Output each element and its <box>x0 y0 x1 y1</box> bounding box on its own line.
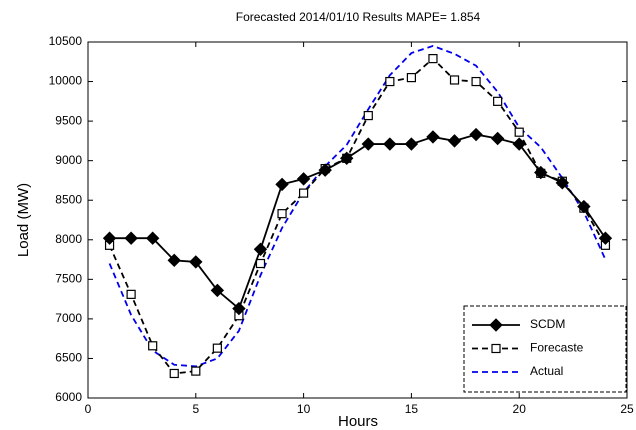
marker <box>555 176 570 190</box>
marker <box>296 172 311 186</box>
y-tick-label: 8500 <box>55 192 82 206</box>
marker <box>514 127 524 137</box>
marker <box>469 127 483 142</box>
marker <box>210 283 225 298</box>
y-tick-label: 10000 <box>49 74 83 88</box>
marker <box>253 242 268 256</box>
legend-marker <box>491 343 501 354</box>
marker <box>340 151 354 166</box>
y-tick-label: 6500 <box>55 351 82 365</box>
y-tick-label: 7000 <box>55 311 82 325</box>
x-tick-label: 10 <box>297 402 311 416</box>
series-line <box>109 133 607 311</box>
marker <box>277 209 287 219</box>
marker <box>385 76 395 87</box>
x-tick-label: 20 <box>513 402 527 416</box>
y-tick-label: 10500 <box>49 34 83 48</box>
x-tick-label: 25 <box>620 402 634 416</box>
legend-marker <box>489 318 503 332</box>
marker <box>148 341 158 351</box>
marker <box>232 301 246 316</box>
marker <box>512 137 526 151</box>
x-tick-label: 0 <box>85 402 92 416</box>
marker <box>275 177 289 192</box>
legend-box <box>463 305 627 393</box>
y-tick-label: 8000 <box>55 232 82 246</box>
marker <box>404 137 419 151</box>
marker <box>534 165 548 180</box>
legend-label: Forecaste <box>530 341 584 355</box>
marker <box>406 72 416 83</box>
y-tick-label: 9000 <box>55 153 82 167</box>
marker <box>471 76 481 87</box>
marker <box>124 231 138 245</box>
marker <box>493 96 503 106</box>
legend-label: Actual <box>530 364 563 378</box>
y-tick-label: 6000 <box>55 390 82 404</box>
legend-label: SCDM <box>530 317 565 331</box>
marker <box>383 137 397 151</box>
marker <box>426 130 440 144</box>
y-tick-label: 7500 <box>55 272 82 286</box>
y-axis-label: Load (MW) <box>15 183 32 257</box>
plot-frame <box>87 41 628 399</box>
y-tick-label: 9500 <box>55 113 82 127</box>
marker <box>299 188 309 198</box>
marker <box>428 54 438 64</box>
marker <box>449 75 460 85</box>
marker <box>255 258 266 269</box>
marker <box>361 137 375 151</box>
x-axis-label: Hours <box>338 413 378 430</box>
marker <box>447 134 462 148</box>
marker <box>212 343 222 353</box>
marker <box>126 289 136 299</box>
marker <box>189 255 203 269</box>
marker <box>169 368 179 379</box>
marker <box>167 253 181 268</box>
marker <box>318 163 332 177</box>
marker <box>145 231 160 245</box>
marker <box>191 366 201 376</box>
x-tick-label: 5 <box>192 402 199 416</box>
marker <box>577 199 591 214</box>
marker <box>490 131 505 146</box>
marker <box>363 110 373 121</box>
marker <box>102 231 117 245</box>
chart-title: Forecasted 2014/01/10 Results MAPE= 1.85… <box>236 10 481 24</box>
x-tick-label: 15 <box>405 402 419 416</box>
marker <box>598 231 613 245</box>
